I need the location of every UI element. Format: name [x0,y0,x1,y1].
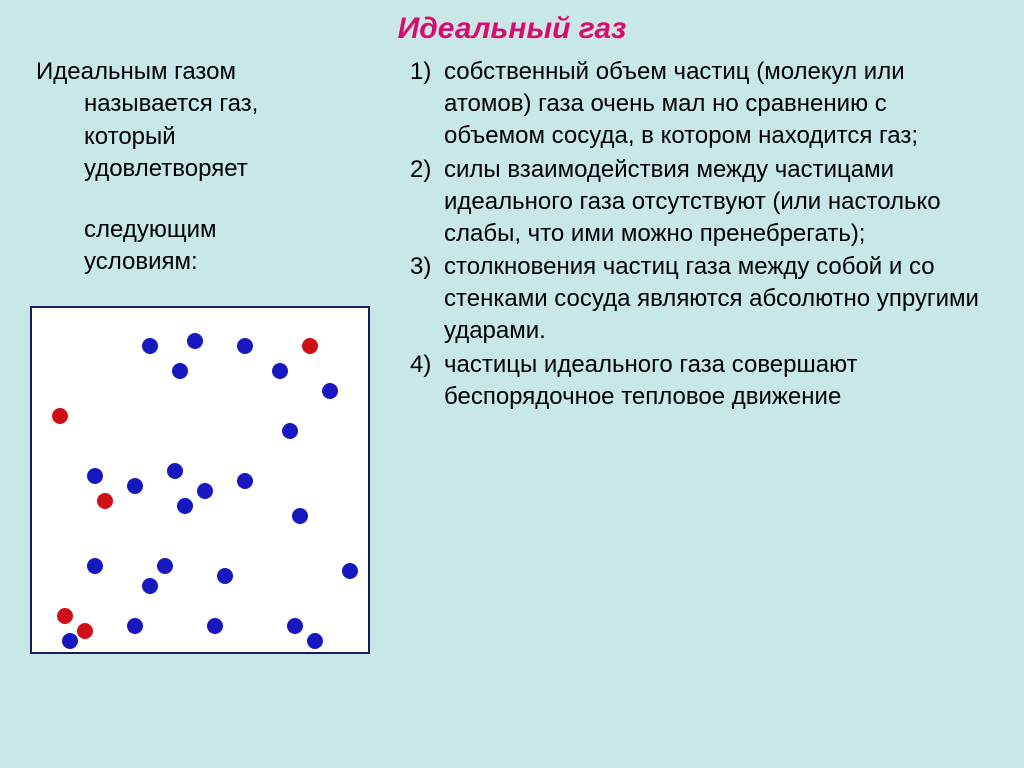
intro-line: удовлетворяет [36,153,390,185]
right-column: 1)собственный объем частиц (молекул или … [400,56,990,654]
particle-dot [62,633,78,649]
particle-dot [217,568,233,584]
particle-dot [302,338,318,354]
intro-line: называется газ, [36,88,390,120]
intro-line: условиям: [36,246,390,278]
particle-dot [177,498,193,514]
particle-dot [292,508,308,524]
condition-text: частицы идеального газа совершают беспор… [444,349,990,413]
particle-dot [272,363,288,379]
particle-diagram [30,306,370,654]
condition-item: 1)собственный объем частиц (молекул или … [410,56,990,154]
particle-dot [342,563,358,579]
condition-text: силы взаимодействия между частицами идеа… [444,154,990,250]
condition-item: 2)силы взаимодействия между частицами ид… [410,154,990,252]
conditions-list: 1)собственный объем частиц (молекул или … [410,56,990,415]
condition-item: 3)столкновения частиц газа между собой и… [410,251,990,349]
particle-dot [207,618,223,634]
condition-number: 1) [410,56,444,152]
page-title: Идеальный газ [0,0,1024,46]
intro-line: Идеальным газом [36,56,390,88]
condition-number: 4) [410,349,444,413]
particle-dot [187,333,203,349]
particle-dot [282,423,298,439]
left-column: Идеальным газом называется газ, который … [30,56,400,654]
condition-text: столкновения частиц газа между собой и с… [444,251,990,347]
particle-dot [87,558,103,574]
particle-dot [97,493,113,509]
particle-dot [127,478,143,494]
particle-dot [287,618,303,634]
particle-dot [87,468,103,484]
particle-dot [237,338,253,354]
particle-dot [167,463,183,479]
condition-item: 4)частицы идеального газа совершают бесп… [410,349,990,415]
particle-dot [237,473,253,489]
particle-dot [172,363,188,379]
particle-dot [307,633,323,649]
particle-dot [77,623,93,639]
particle-dot [52,408,68,424]
intro-line: следующим [36,214,390,246]
particle-dot [127,618,143,634]
content-area: Идеальным газом называется газ, который … [0,46,1024,654]
condition-number: 2) [410,154,444,250]
intro-text: Идеальным газом называется газ, который … [30,56,390,278]
condition-text: собственный объем частиц (молекул или ат… [444,56,990,152]
particle-dot [157,558,173,574]
intro-line: который [36,121,390,153]
particle-dot [142,578,158,594]
particle-dot [142,338,158,354]
particle-dot [322,383,338,399]
particle-dot [197,483,213,499]
condition-number: 3) [410,251,444,347]
particle-dot [57,608,73,624]
